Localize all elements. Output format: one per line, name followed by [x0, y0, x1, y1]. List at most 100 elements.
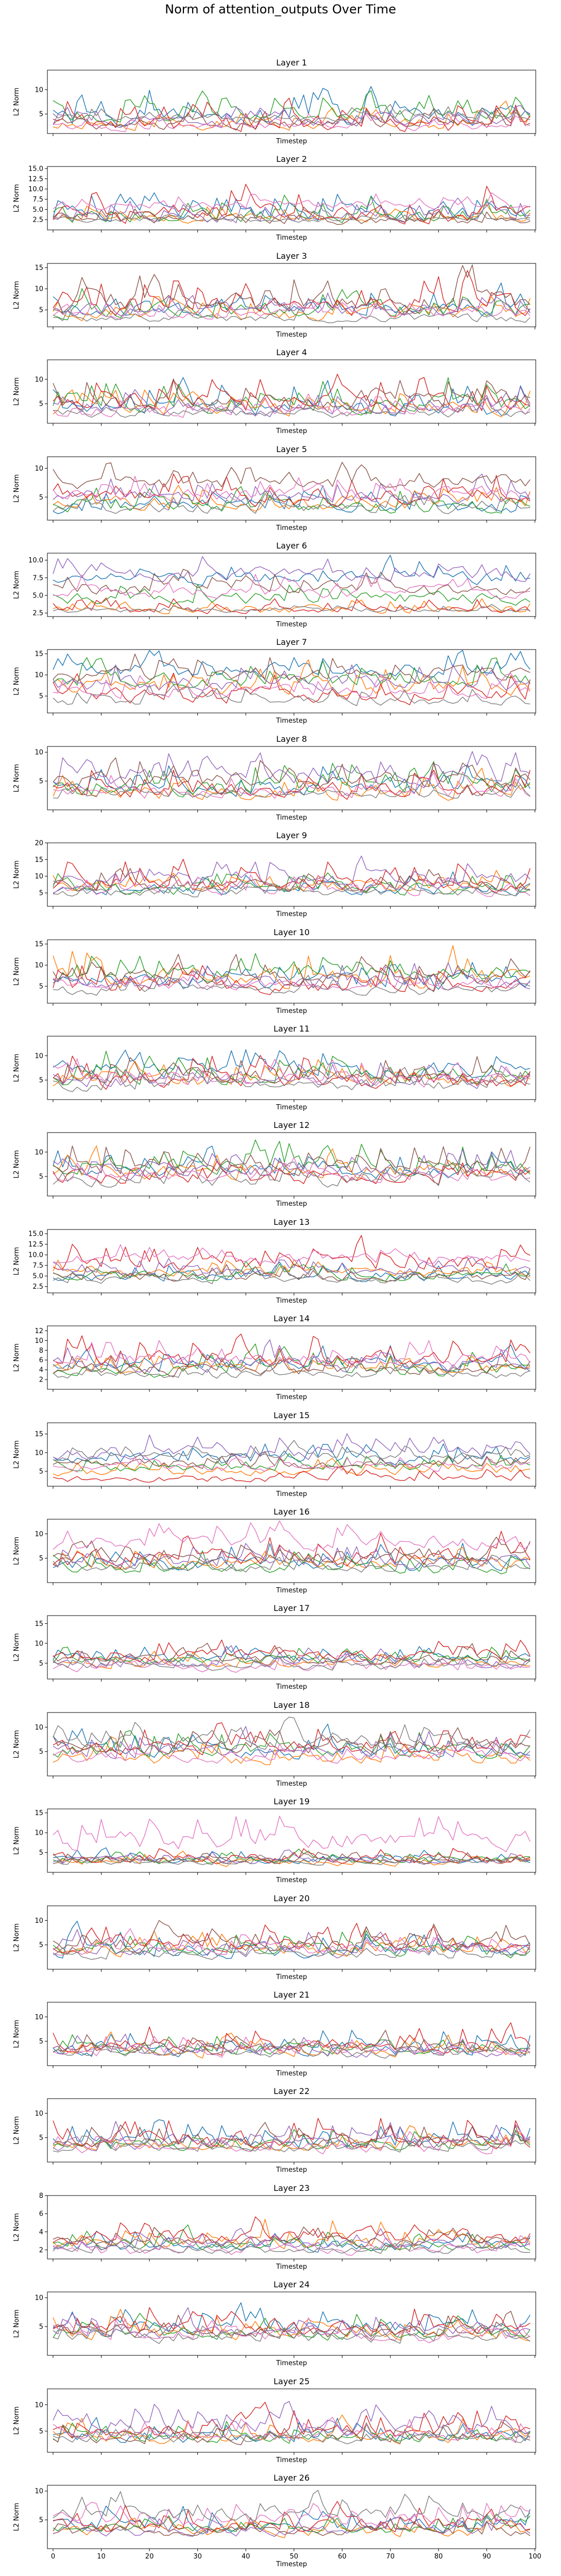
- subplot-layer-14: Layer 14 L2 Norm Timestep 2 4 6 8 10 12: [13, 1314, 536, 1401]
- subplot-layer-23: Layer 23 L2 Norm Timestep 2 4 6 8: [13, 2183, 536, 2271]
- series-line-8: [53, 2038, 531, 2059]
- y-tick-label: 5.0: [32, 206, 43, 214]
- series-line-5: [53, 1543, 531, 1570]
- axes-frame: [47, 649, 536, 713]
- subplot-layer-7: Layer 7 L2 Norm Timestep 5 10 15: [13, 637, 536, 725]
- x-axis-label: Timestep: [276, 1490, 307, 1498]
- series-line-1: [53, 1723, 531, 1760]
- x-tick-label: 20: [145, 2553, 154, 2561]
- series-line-5: [53, 556, 531, 583]
- series-line-4: [53, 2216, 531, 2245]
- series-line-8: [53, 308, 531, 323]
- y-tick-label: 4: [39, 1367, 43, 1374]
- axes-frame: [47, 1422, 536, 1487]
- series-line-8: [53, 1656, 531, 1671]
- series-line-6: [53, 654, 531, 684]
- axes-frame: [47, 1905, 536, 1970]
- series-line-4: [53, 597, 531, 614]
- x-axis-label: Timestep: [276, 138, 307, 145]
- y-tick-label: 5.0: [32, 1273, 43, 1281]
- series-line-7: [53, 111, 531, 132]
- series-line-2: [53, 485, 531, 512]
- y-axis-label: L2 Norm: [13, 2020, 21, 2048]
- series-line-3: [53, 1647, 531, 1666]
- y-tick-label: 12.5: [28, 1241, 43, 1249]
- series-line-7: [53, 1340, 531, 1367]
- series-line-7: [53, 970, 531, 991]
- series-line-8: [53, 1362, 531, 1379]
- series-line-3: [53, 761, 531, 797]
- series-line-4: [53, 1334, 531, 1367]
- subplot-title: Layer 6: [276, 541, 307, 551]
- series-line-5: [53, 197, 531, 223]
- series-line-1: [53, 2030, 531, 2057]
- series-line-8: [53, 1554, 531, 1573]
- series-line-4: [53, 473, 531, 507]
- subplot-title: Layer 21: [274, 1990, 310, 2000]
- x-tick-label: 10: [97, 2553, 106, 2561]
- figure-title: Norm of attention_outputs Over Time: [165, 2, 396, 16]
- y-tick-label: 10: [35, 962, 43, 970]
- axes-frame: [47, 746, 536, 810]
- y-axis-label: L2 Norm: [13, 474, 21, 503]
- series-line-8: [53, 1266, 531, 1285]
- series-line-7: [53, 2131, 531, 2154]
- series-line-7: [53, 301, 531, 320]
- subplot-layer-12: Layer 12 L2 Norm Timestep 5 10: [13, 1120, 536, 1208]
- y-axis-label: L2 Norm: [13, 88, 21, 116]
- series-line-2: [53, 2031, 531, 2059]
- series-line-2: [53, 100, 531, 131]
- subplot-title: Layer 11: [274, 1024, 310, 1034]
- subplot-layer-22: Layer 22 L2 Norm Timestep 5 10: [13, 2086, 536, 2174]
- series-line-1: [53, 763, 531, 797]
- series-line-7: [53, 1928, 531, 1956]
- y-axis-label: L2 Norm: [13, 2406, 21, 2435]
- series-line-4: [53, 2402, 531, 2439]
- series-line-2: [53, 1547, 531, 1570]
- y-tick-label: 5.0: [32, 592, 43, 600]
- y-tick-label: 2: [39, 2247, 43, 2254]
- y-tick-label: 5: [39, 2517, 43, 2524]
- y-tick-label: 15: [35, 856, 43, 864]
- series-line-4: [53, 1055, 531, 1090]
- series-line-5: [53, 1433, 531, 1460]
- axes-frame: [47, 2098, 536, 2163]
- axes-frame: [47, 2485, 536, 2549]
- y-tick-label: 6: [39, 2211, 43, 2218]
- series-line-5: [53, 855, 531, 887]
- x-tick-label: 50: [290, 2553, 298, 2561]
- series-line-7: [53, 1742, 531, 1764]
- axes-frame: [47, 1712, 536, 1776]
- series-line-7: [53, 2235, 531, 2256]
- y-tick-label: 10: [35, 465, 43, 473]
- subplot-title: Layer 23: [274, 2183, 310, 2193]
- series-line-6: [53, 1920, 531, 1954]
- y-tick-label: 10: [35, 749, 43, 757]
- y-tick-label: 10: [35, 86, 43, 94]
- y-axis-label: L2 Norm: [13, 1440, 21, 1469]
- series-line-3: [53, 1550, 531, 1574]
- y-axis-label: L2 Norm: [13, 2116, 21, 2145]
- y-axis-label: L2 Norm: [13, 2213, 21, 2241]
- series-line-7: [53, 2317, 531, 2344]
- y-tick-label: 15: [35, 1809, 43, 1817]
- x-axis-label: Timestep: [276, 1587, 307, 1594]
- subplot-layer-3: Layer 3 L2 Norm Timestep 5 10 15: [13, 251, 536, 339]
- series-line-8: [53, 397, 531, 418]
- axes-frame: [47, 553, 536, 617]
- series-line-4: [53, 1235, 531, 1270]
- series-line-4: [53, 962, 531, 995]
- y-tick-label: 10: [35, 873, 43, 880]
- axes-frame: [47, 359, 536, 424]
- subplot-title: Layer 26: [274, 2473, 310, 2483]
- series-line-8: [53, 212, 531, 223]
- y-tick-label: 15: [35, 1620, 43, 1628]
- y-tick-label: 15: [35, 1431, 43, 1438]
- y-axis-label: L2 Norm: [13, 377, 21, 406]
- series-line-8: [53, 1942, 531, 1960]
- series-line-1: [53, 1542, 531, 1571]
- x-axis-label: Timestep: [276, 2359, 307, 2367]
- series-line-5: [53, 2228, 531, 2251]
- x-tick-label: 40: [242, 2553, 250, 2561]
- x-axis-label: Timestep: [276, 717, 307, 725]
